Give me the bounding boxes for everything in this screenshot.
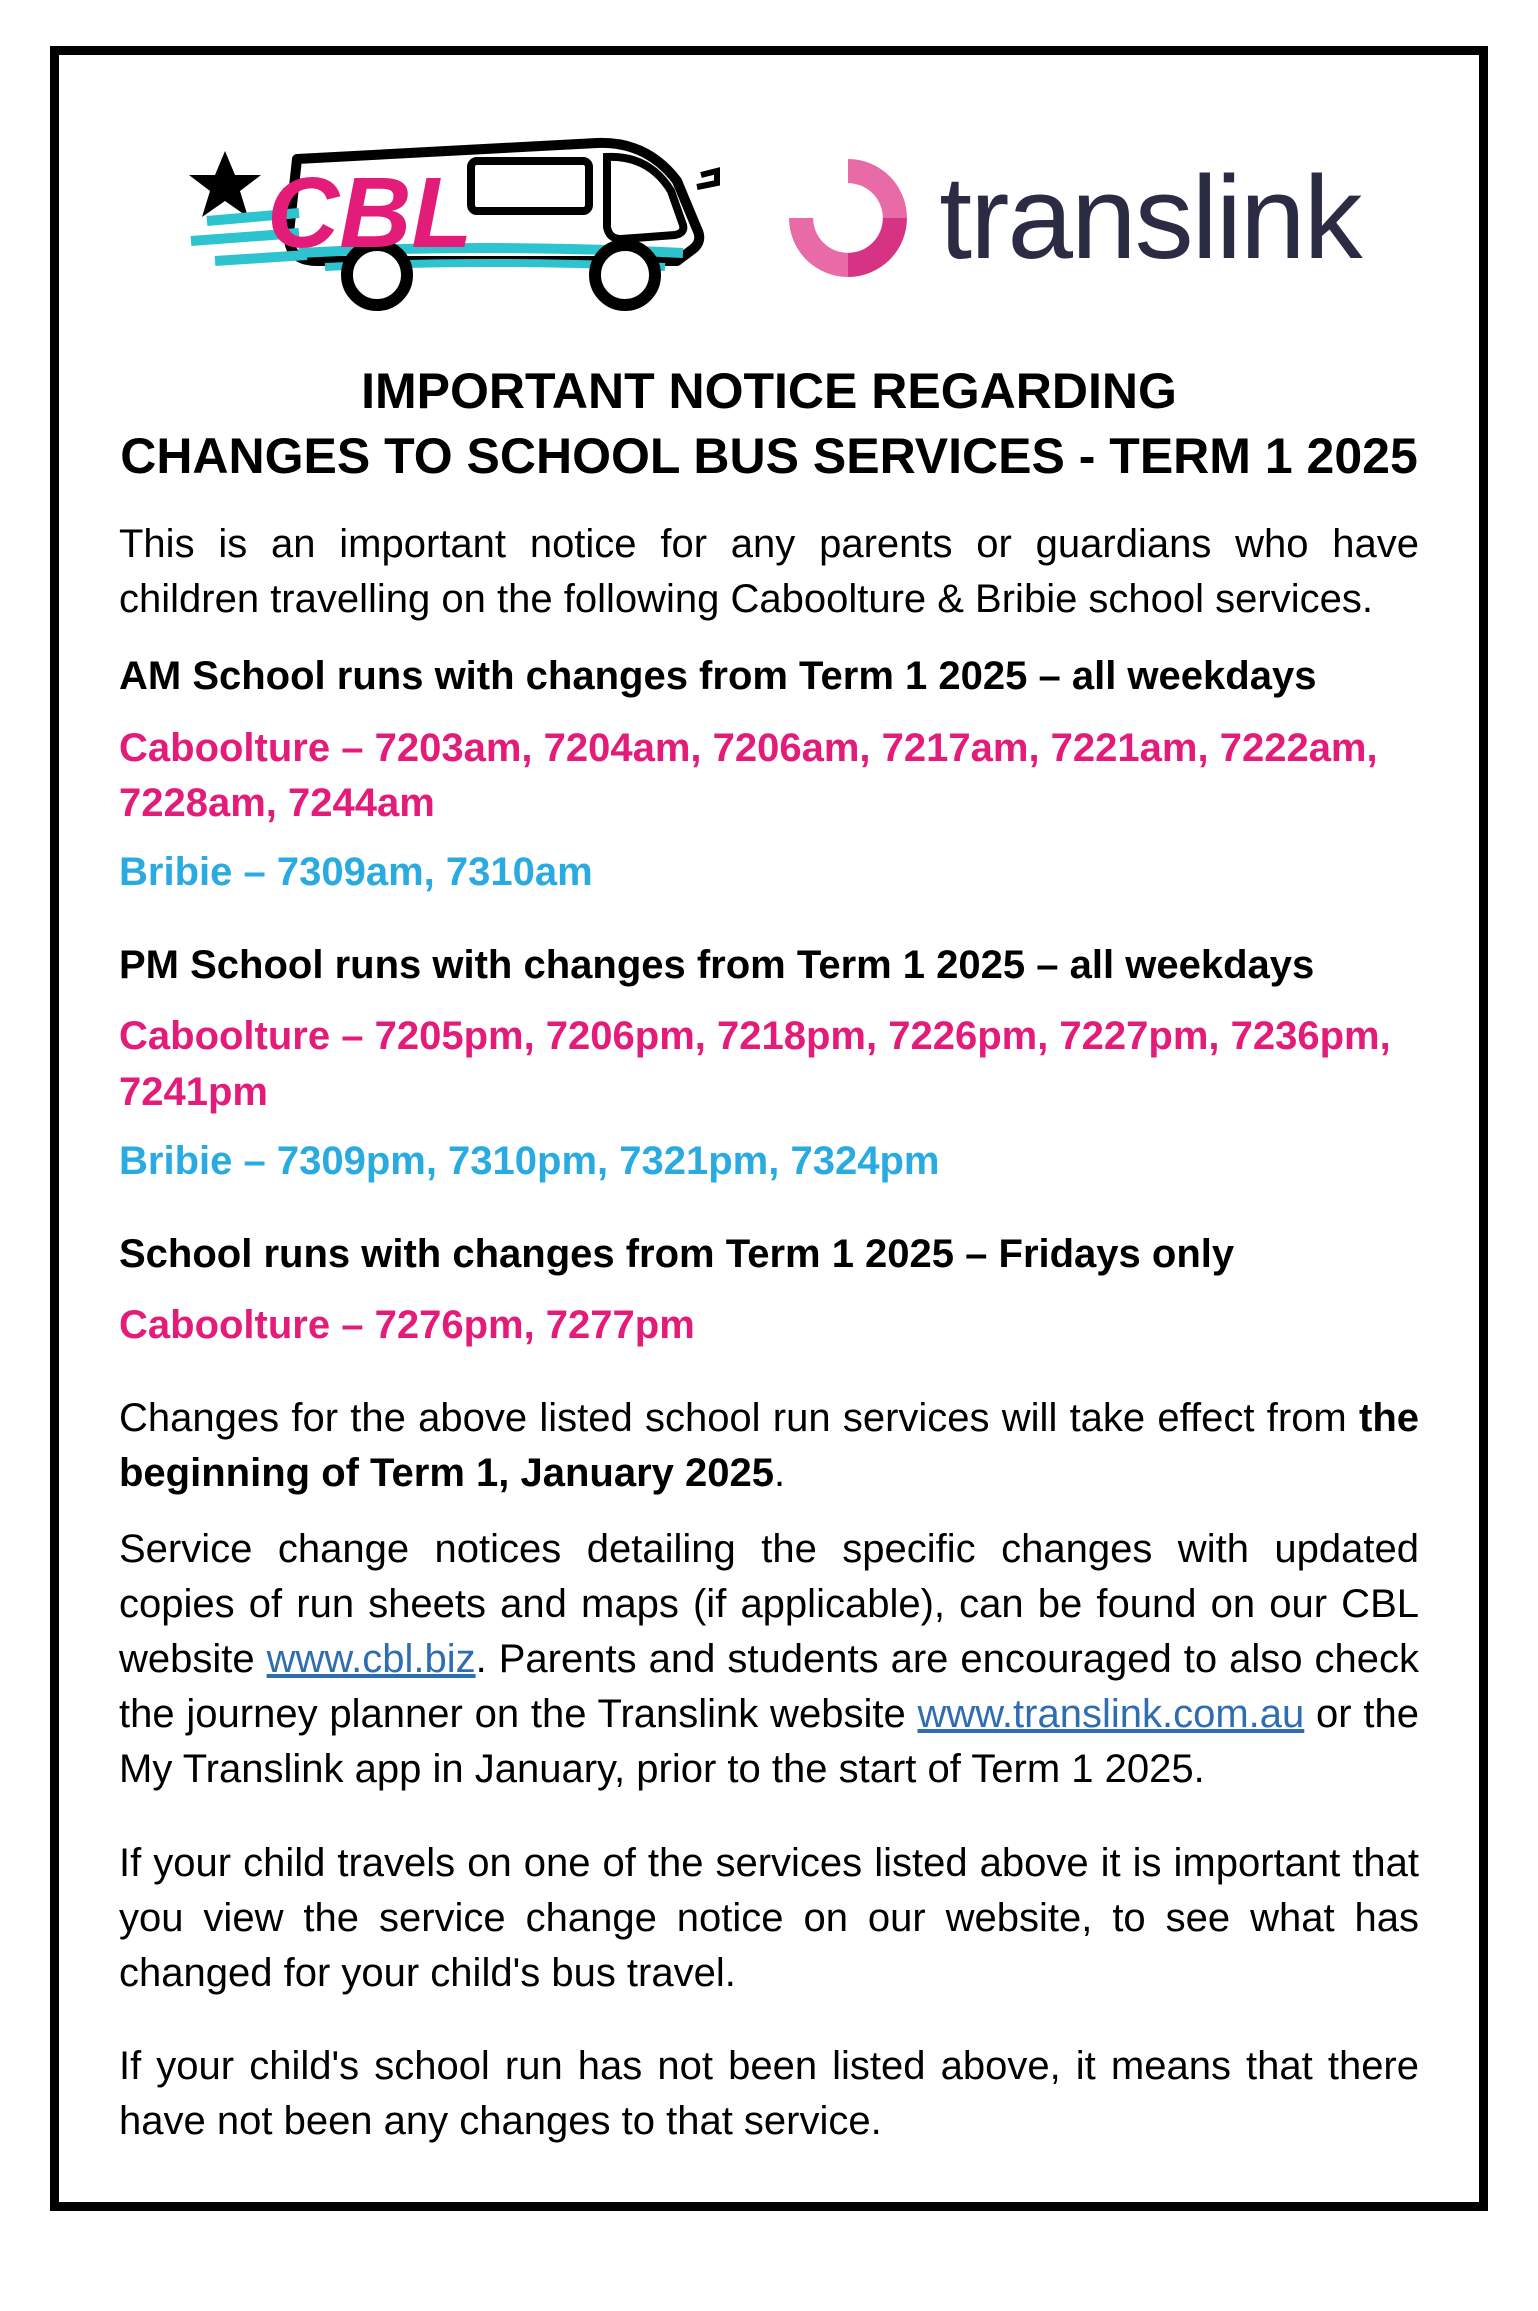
title-line-1: IMPORTANT NOTICE REGARDING [119,359,1419,424]
translink-logo: translink [781,150,1360,286]
effect-text-pre: Changes for the above listed school run … [119,1396,1359,1440]
translink-website-link[interactable]: www.translink.com.au [917,1692,1304,1736]
no-change-paragraph: If your child's school run has not been … [119,2039,1419,2149]
title-line-2: CHANGES TO SCHOOL BUS SERVICES - TERM 1 … [119,424,1419,489]
pm-bribie-runs: Bribie – 7309pm, 7310pm, 7321pm, 7324pm [119,1134,1419,1189]
am-bribie-runs: Bribie – 7309am, 7310am [119,845,1419,900]
intro-paragraph: This is an important notice for any pare… [119,517,1419,627]
effect-text-post: . [774,1451,785,1495]
page: CBL translink IMPORTANT NOTICE REGARDING… [0,0,1538,2311]
friday-caboolture-runs: Caboolture – 7276pm, 7277pm [119,1298,1419,1353]
cbl-logo-text: CBL [267,157,473,269]
cbl-bus-icon: CBL [177,113,737,323]
logo-row: CBL translink [119,113,1419,323]
friday-heading: School runs with changes from Term 1 202… [119,1227,1419,1282]
pm-caboolture-runs: Caboolture – 7205pm, 7206pm, 7218pm, 722… [119,1009,1419,1119]
translink-swirl-icon [781,151,915,285]
important-paragraph: If your child travels on one of the serv… [119,1836,1419,2002]
cbl-website-link[interactable]: www.cbl.biz [267,1637,476,1681]
effect-paragraph: Changes for the above listed school run … [119,1391,1419,1501]
notice-title: IMPORTANT NOTICE REGARDING CHANGES TO SC… [119,359,1419,489]
pm-heading: PM School runs with changes from Term 1 … [119,938,1419,993]
notice-frame: CBL translink IMPORTANT NOTICE REGARDING… [50,46,1488,2211]
translink-logo-text: translink [939,150,1360,286]
cbl-logo: CBL [177,113,737,323]
details-paragraph: Service change notices detailing the spe… [119,1522,1419,1798]
am-heading: AM School runs with changes from Term 1 … [119,649,1419,704]
am-caboolture-runs: Caboolture – 7203am, 7204am, 7206am, 721… [119,721,1419,831]
